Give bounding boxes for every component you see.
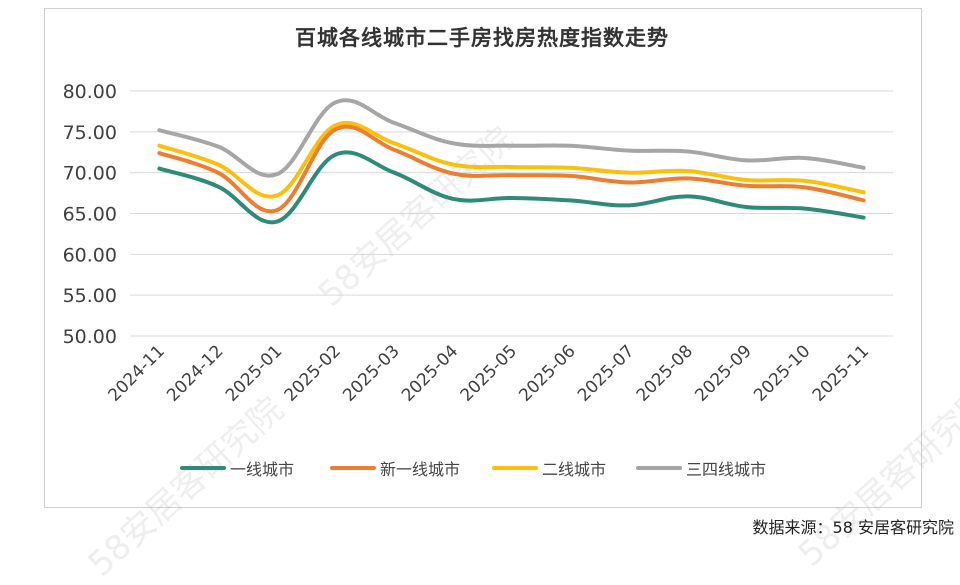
legend-label: 一线城市 xyxy=(230,460,295,479)
legend-label: 二线城市 xyxy=(542,460,607,479)
x-tick-label: 2025-04 xyxy=(398,341,462,405)
x-tick-label: 2025-01 xyxy=(222,341,286,405)
x-tick-label: 2024-12 xyxy=(163,341,227,405)
legend-swatch xyxy=(330,466,376,470)
x-tick-label: 2025-02 xyxy=(281,341,345,405)
x-tick-label: 2025-08 xyxy=(633,341,697,405)
x-tick-label: 2025-10 xyxy=(750,341,814,405)
legend-item: 新一线城市 xyxy=(330,458,461,479)
x-tick-label: 2025-09 xyxy=(691,341,755,405)
x-tick-label: 2025-03 xyxy=(339,341,403,405)
legend-swatch xyxy=(636,466,682,470)
legend-label: 三四线城市 xyxy=(686,460,767,479)
series-line xyxy=(157,120,866,199)
y-tick-label: 55.00 xyxy=(63,285,117,307)
line-chart: 80.0075.0070.0065.0060.0055.0050.002024-… xyxy=(63,81,893,406)
legend-item: 二线城市 xyxy=(492,458,607,479)
x-tick-label: 2025-11 xyxy=(809,341,873,405)
chart-title: 百城各线城市二手房找房热度指数走势 xyxy=(295,26,669,50)
legend-item: 一线城市 xyxy=(180,458,295,479)
series-line xyxy=(157,124,866,214)
legend-label: 新一线城市 xyxy=(380,460,461,479)
legend-item: 三四线城市 xyxy=(636,458,767,479)
source-note: 数据来源：58 安居客研究院 xyxy=(752,518,954,537)
x-tick-label: 2025-05 xyxy=(457,341,521,405)
y-tick-label: 70.00 xyxy=(63,163,117,185)
y-tick-label: 50.00 xyxy=(63,326,117,348)
legend-swatch xyxy=(180,466,226,470)
x-tick-label: 2025-06 xyxy=(515,341,579,405)
y-tick-label: 65.00 xyxy=(63,204,117,226)
x-tick-label: 2024-11 xyxy=(105,341,169,405)
y-tick-label: 75.00 xyxy=(63,122,117,144)
series-line xyxy=(157,150,866,225)
series-line xyxy=(157,98,866,178)
legend-swatch xyxy=(492,466,538,470)
y-tick-label: 60.00 xyxy=(63,244,117,266)
y-tick-label: 80.00 xyxy=(63,81,117,103)
x-tick-label: 2025-07 xyxy=(574,341,638,405)
